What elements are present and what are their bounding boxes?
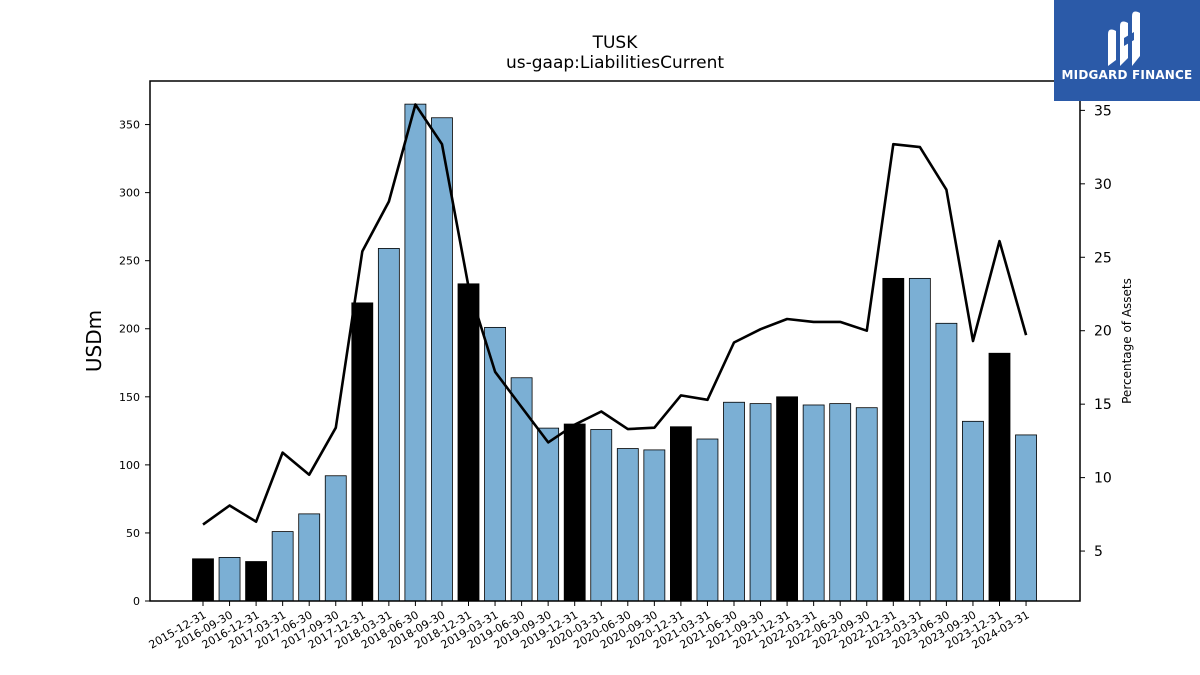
bar bbox=[908, 277, 931, 602]
bar bbox=[324, 475, 347, 602]
bar bbox=[1015, 434, 1037, 602]
x-axis: 2015-12-312016-09-302016-12-312017-03-31… bbox=[147, 601, 1032, 652]
chart-subtitle: us-gaap:LiabilitiesCurrent bbox=[506, 53, 724, 73]
bar bbox=[616, 448, 639, 602]
bar bbox=[988, 352, 1011, 602]
bar-series bbox=[192, 103, 1037, 602]
bar bbox=[855, 407, 878, 602]
y-tick-label: 100 bbox=[119, 459, 140, 472]
y2-tick-label: 35 bbox=[1094, 103, 1112, 119]
y2-tick-label: 20 bbox=[1094, 324, 1112, 340]
bar bbox=[377, 248, 400, 602]
y2-tick-label: 30 bbox=[1094, 177, 1112, 193]
bar bbox=[643, 449, 666, 602]
bar bbox=[696, 438, 719, 602]
chart-title: TUSK bbox=[592, 33, 639, 53]
percentage-line bbox=[202, 103, 1028, 526]
bar bbox=[537, 427, 560, 602]
bar bbox=[882, 277, 905, 602]
y2-tick-label: 15 bbox=[1094, 397, 1112, 413]
bar bbox=[749, 403, 772, 602]
y-tick-label: 0 bbox=[133, 595, 140, 608]
bar bbox=[404, 103, 427, 602]
bar bbox=[218, 557, 241, 602]
bar bbox=[962, 420, 984, 602]
bar bbox=[245, 561, 268, 602]
plot-frame bbox=[149, 80, 1081, 602]
y2-axis-label: Percentage of Assets bbox=[1120, 278, 1134, 404]
bar bbox=[723, 401, 745, 602]
y2-tick-label: 25 bbox=[1094, 250, 1112, 266]
logo-text: MIDGARD FINANCE bbox=[1061, 68, 1193, 82]
bar bbox=[457, 283, 480, 602]
y2-tick-label: 10 bbox=[1094, 471, 1112, 487]
left-axis: 0 50 100 150 200 250 300 350 bbox=[119, 119, 150, 608]
bar bbox=[271, 531, 294, 602]
logo-mark-icon bbox=[1108, 11, 1140, 66]
bar bbox=[590, 429, 613, 602]
bar bbox=[192, 558, 214, 602]
y-tick-label: 250 bbox=[119, 255, 140, 268]
bar bbox=[935, 322, 958, 602]
midgard-finance-logo: MIDGARD FINANCE bbox=[1054, 0, 1200, 101]
bar bbox=[298, 513, 321, 602]
bar bbox=[563, 423, 586, 602]
bar bbox=[802, 404, 825, 602]
line-series bbox=[202, 103, 1028, 526]
bar bbox=[776, 396, 798, 602]
y-tick-label: 50 bbox=[126, 527, 140, 540]
bar bbox=[510, 377, 533, 602]
y2-tick-label: 5 bbox=[1094, 544, 1103, 560]
y-axis-label: USDm bbox=[82, 310, 106, 372]
y-tick-label: 350 bbox=[119, 119, 140, 132]
bar bbox=[829, 403, 852, 602]
bar bbox=[351, 302, 374, 602]
y-tick-label: 150 bbox=[119, 391, 140, 404]
y-tick-label: 200 bbox=[119, 323, 140, 336]
bar bbox=[670, 426, 692, 602]
right-axis: 5 10 15 20 25 30 35 bbox=[1080, 103, 1112, 560]
y-tick-label: 300 bbox=[119, 187, 140, 200]
